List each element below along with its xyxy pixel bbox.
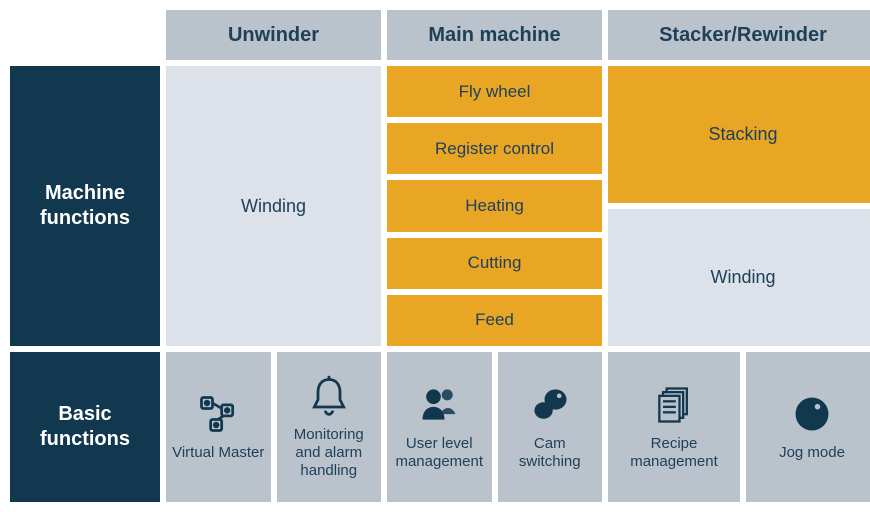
row-label-basic: Basic functions bbox=[10, 352, 160, 502]
func-cutting: Cutting bbox=[387, 238, 602, 289]
basic-jog: Jog mode bbox=[746, 352, 870, 502]
nodes-icon bbox=[196, 392, 240, 436]
func-winding-stacker: Winding bbox=[608, 209, 870, 346]
basic-monitoring: Monitoring and alarm handling bbox=[277, 352, 382, 502]
basic-label: Jog mode bbox=[779, 444, 845, 462]
basic-cam-switching: Cam switching bbox=[498, 352, 603, 502]
users-icon bbox=[417, 383, 461, 427]
func-register-control: Register control bbox=[387, 123, 602, 174]
basic-unwinder: Virtual Master Monitoring and alarm hand… bbox=[166, 352, 381, 502]
machine-unwinder-cell: Winding bbox=[166, 66, 381, 346]
func-stacking: Stacking bbox=[608, 66, 870, 203]
basic-virtual-master: Virtual Master bbox=[166, 352, 271, 502]
basic-label: Virtual Master bbox=[172, 444, 264, 462]
machine-main-cell: Fly wheel Register control Heating Cutti… bbox=[387, 66, 602, 346]
func-feed: Feed bbox=[387, 295, 602, 346]
machine-stacker-cell: Stacking Winding bbox=[608, 66, 870, 346]
bell-icon bbox=[307, 374, 351, 418]
basic-label: User level management bbox=[391, 435, 488, 471]
header-unwinder: Unwinder bbox=[166, 10, 381, 60]
func-heating: Heating bbox=[387, 180, 602, 231]
header-main-machine: Main machine bbox=[387, 10, 602, 60]
func-flywheel: Fly wheel bbox=[387, 66, 602, 117]
row-label-machine: Machine functions bbox=[10, 66, 160, 346]
basic-main: User level management Cam switching bbox=[387, 352, 602, 502]
basic-stacker: Recipe management Jog mode bbox=[608, 352, 870, 502]
corner-spacer bbox=[10, 10, 160, 60]
header-stacker: Stacker/Rewinder bbox=[608, 10, 870, 60]
documents-icon bbox=[652, 383, 696, 427]
cam-icon bbox=[528, 383, 572, 427]
basic-label: Cam switching bbox=[502, 435, 599, 471]
basic-label: Monitoring and alarm handling bbox=[281, 426, 378, 480]
jog-icon bbox=[790, 392, 834, 436]
basic-user-level: User level management bbox=[387, 352, 492, 502]
basic-recipe: Recipe management bbox=[608, 352, 740, 502]
functions-matrix: Unwinder Main machine Stacker/Rewinder M… bbox=[0, 0, 870, 512]
basic-label: Recipe management bbox=[612, 435, 736, 471]
